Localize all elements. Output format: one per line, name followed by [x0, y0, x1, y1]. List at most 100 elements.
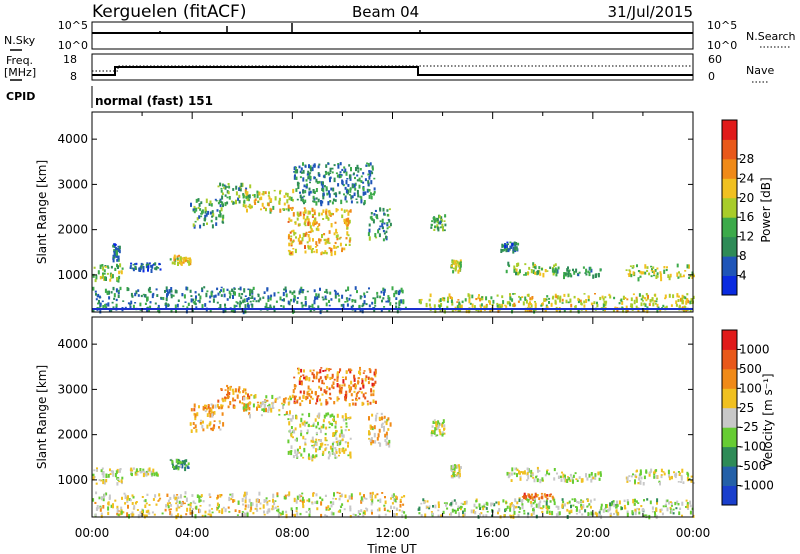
velocity-echo-cell — [92, 498, 95, 502]
power-echo-region — [287, 207, 352, 257]
power-echo-cell — [240, 182, 243, 188]
colorbar-segment — [722, 407, 737, 428]
power-echo-cell — [532, 265, 535, 268]
power-echo-cell — [293, 290, 296, 294]
velocity-echo-cell — [318, 439, 321, 442]
power-echo-cell — [178, 254, 181, 257]
power-echo-cell — [450, 299, 453, 303]
velocity-echo-cell — [320, 445, 323, 448]
power-echo-cell — [667, 274, 670, 278]
power-echo-cell — [204, 206, 207, 212]
velocity-echo-cell — [655, 475, 658, 479]
velocity-echo-cell — [664, 503, 667, 506]
power-echo-cell — [337, 183, 340, 187]
velocity-echo-cell — [333, 432, 336, 435]
power-echo-cell — [312, 214, 314, 217]
power-echo-cell — [222, 203, 224, 208]
velocity-echo-cell — [553, 498, 556, 502]
velocity-echo-cell — [222, 506, 225, 509]
power-echo-cell — [513, 293, 516, 295]
velocity-echo-cell — [211, 413, 214, 418]
velocity-echo-cell — [394, 498, 397, 503]
power-echo-cell — [530, 304, 533, 308]
velocity-echo-cell — [124, 494, 127, 499]
power-echo-cell — [635, 298, 638, 303]
power-echo-cell — [190, 202, 192, 207]
velocity-echo-cell — [98, 479, 101, 482]
velocity-echo-cell — [271, 394, 274, 399]
velocity-echo-cell — [334, 447, 337, 450]
velocity-echo-cell — [312, 369, 315, 372]
power-echo-cell — [366, 188, 369, 193]
velocity-echo-cell — [680, 474, 683, 478]
power-echo-cell — [102, 266, 105, 271]
power-echo-cell — [339, 236, 342, 239]
velocity-echo-cell — [340, 388, 343, 391]
velocity-echo-cell — [587, 512, 590, 516]
velocity-echo-cell — [134, 471, 137, 475]
power-echo-cell — [304, 224, 307, 227]
velocity-echo-cell — [370, 442, 373, 446]
power-echo-cell — [656, 303, 659, 308]
power-echo-cell — [344, 186, 347, 190]
power-echo-cell — [243, 300, 246, 303]
power-echo-cell — [309, 181, 311, 184]
velocity-echo-cell — [187, 503, 190, 506]
velocity-echo-cell — [589, 505, 592, 509]
velocity-echo-cell — [374, 400, 377, 404]
velocity-echo-cell — [329, 368, 332, 370]
power-echo-cell — [323, 185, 326, 188]
velocity-echo-cell — [265, 499, 268, 502]
power-echo-cell — [522, 301, 525, 306]
power-echo-cell — [383, 222, 386, 225]
power-echo-cell — [660, 276, 663, 282]
nave-tick-bottom: 0 — [708, 70, 715, 83]
power-echo-cell — [587, 295, 590, 299]
power-echo-cell — [335, 228, 338, 233]
power-echo-cell — [293, 231, 296, 236]
velocity-echo-cell — [373, 425, 376, 430]
velocity-echo-cell — [227, 390, 229, 395]
velocity-echo-cell — [364, 392, 367, 395]
velocity-echo-cell — [320, 367, 323, 369]
power-echo-cell — [517, 242, 520, 246]
power-echo-cell — [577, 273, 580, 277]
power-echo-cell — [140, 294, 143, 298]
velocity-echo-cell — [453, 467, 456, 471]
power-echo-cell — [216, 209, 219, 212]
velocity-echo-cell — [234, 399, 237, 402]
power-echo-cell — [168, 289, 171, 294]
power-echo-cell — [344, 196, 347, 201]
power-echo-cell — [220, 289, 222, 292]
power-echo-cell — [524, 263, 527, 266]
power-echo-cell — [368, 223, 371, 227]
power-echo-cell — [563, 274, 565, 280]
power-echo-cell — [556, 269, 559, 274]
power-echo-cell — [622, 295, 625, 300]
velocity-echo-cell — [386, 435, 388, 440]
power-echo-cell — [219, 204, 222, 208]
power-echo-cell — [689, 274, 692, 278]
velocity-echo-cell — [319, 369, 322, 374]
cpid-value: normal (fast) 151 — [95, 94, 213, 108]
colorbar-tick-label: 24 — [739, 171, 754, 185]
power-echo-cell — [292, 212, 295, 217]
power-echo-cell — [368, 176, 371, 180]
velocity-echo-cell — [268, 500, 271, 502]
power-echo-cell — [534, 265, 537, 270]
velocity-echo-cell — [152, 498, 155, 501]
power-echo-cell — [339, 171, 342, 173]
velocity-echo-cell — [369, 438, 372, 442]
velocity-echo-cell — [293, 395, 296, 400]
velocity-echo-cell — [153, 513, 156, 516]
velocity-echo-cell — [548, 505, 551, 510]
power-echo-cell — [652, 302, 655, 307]
power-echo-cell — [327, 171, 330, 175]
velocity-echo-cell — [383, 415, 386, 419]
power-echo-cell — [137, 294, 140, 297]
power-echo-cell — [504, 304, 507, 307]
velocity-echo-cell — [342, 418, 345, 422]
power-echo-cell — [516, 263, 519, 267]
power-echo-cell — [480, 303, 483, 307]
colorbar-segment — [722, 368, 737, 389]
